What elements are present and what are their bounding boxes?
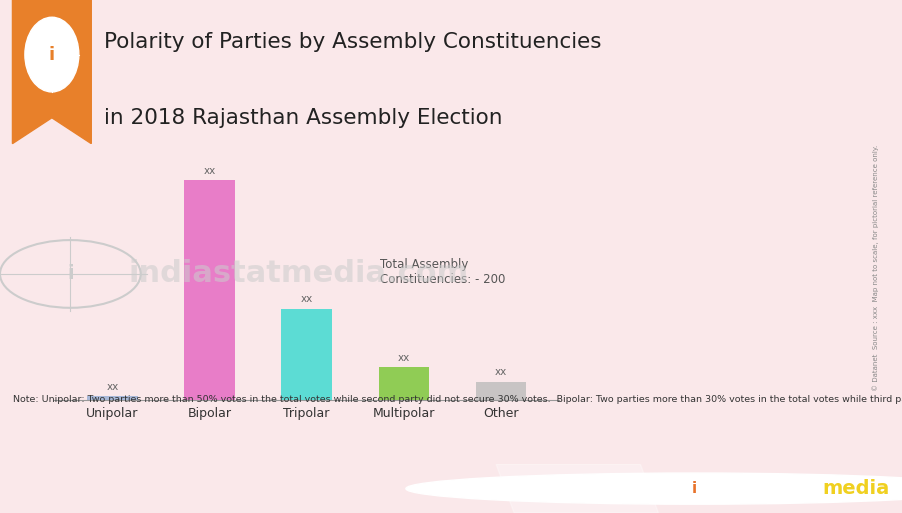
Text: i: i [67, 264, 74, 284]
Polygon shape [496, 464, 658, 513]
Text: in 2018 Rajasthan Assembly Election: in 2018 Rajasthan Assembly Election [104, 108, 502, 128]
Circle shape [406, 473, 902, 504]
Text: indiastat: indiastat [722, 479, 819, 498]
Text: indiastatmedia.com: indiastatmedia.com [129, 260, 469, 288]
Text: media: media [823, 479, 890, 498]
Text: Polarity of Parties by Assembly Constituencies: Polarity of Parties by Assembly Constitu… [104, 32, 602, 52]
Text: i: i [692, 481, 697, 496]
Bar [379, 367, 429, 400]
Circle shape [25, 17, 78, 92]
Polygon shape [13, 0, 91, 144]
Text: xx: xx [106, 382, 118, 392]
Text: xx: xx [300, 294, 313, 304]
Text: xx: xx [398, 352, 410, 363]
Text: Note: Unipolar: Two parties more than 50% votes in the total votes while second : Note: Unipolar: Two parties more than 50… [13, 395, 902, 404]
Text: © Datanet  Source : xxx  Map not to scale, for pictorial reference only.: © Datanet Source : xxx Map not to scale,… [872, 145, 879, 391]
Bar [87, 397, 138, 400]
Bar [184, 180, 235, 400]
Bar [281, 308, 332, 400]
Text: Total Assembly
Constituencies: - 200: Total Assembly Constituencies: - 200 [380, 258, 505, 286]
Text: xx: xx [204, 166, 216, 175]
Text: i: i [49, 46, 55, 64]
Bar [475, 382, 526, 400]
Text: xx: xx [495, 367, 507, 377]
